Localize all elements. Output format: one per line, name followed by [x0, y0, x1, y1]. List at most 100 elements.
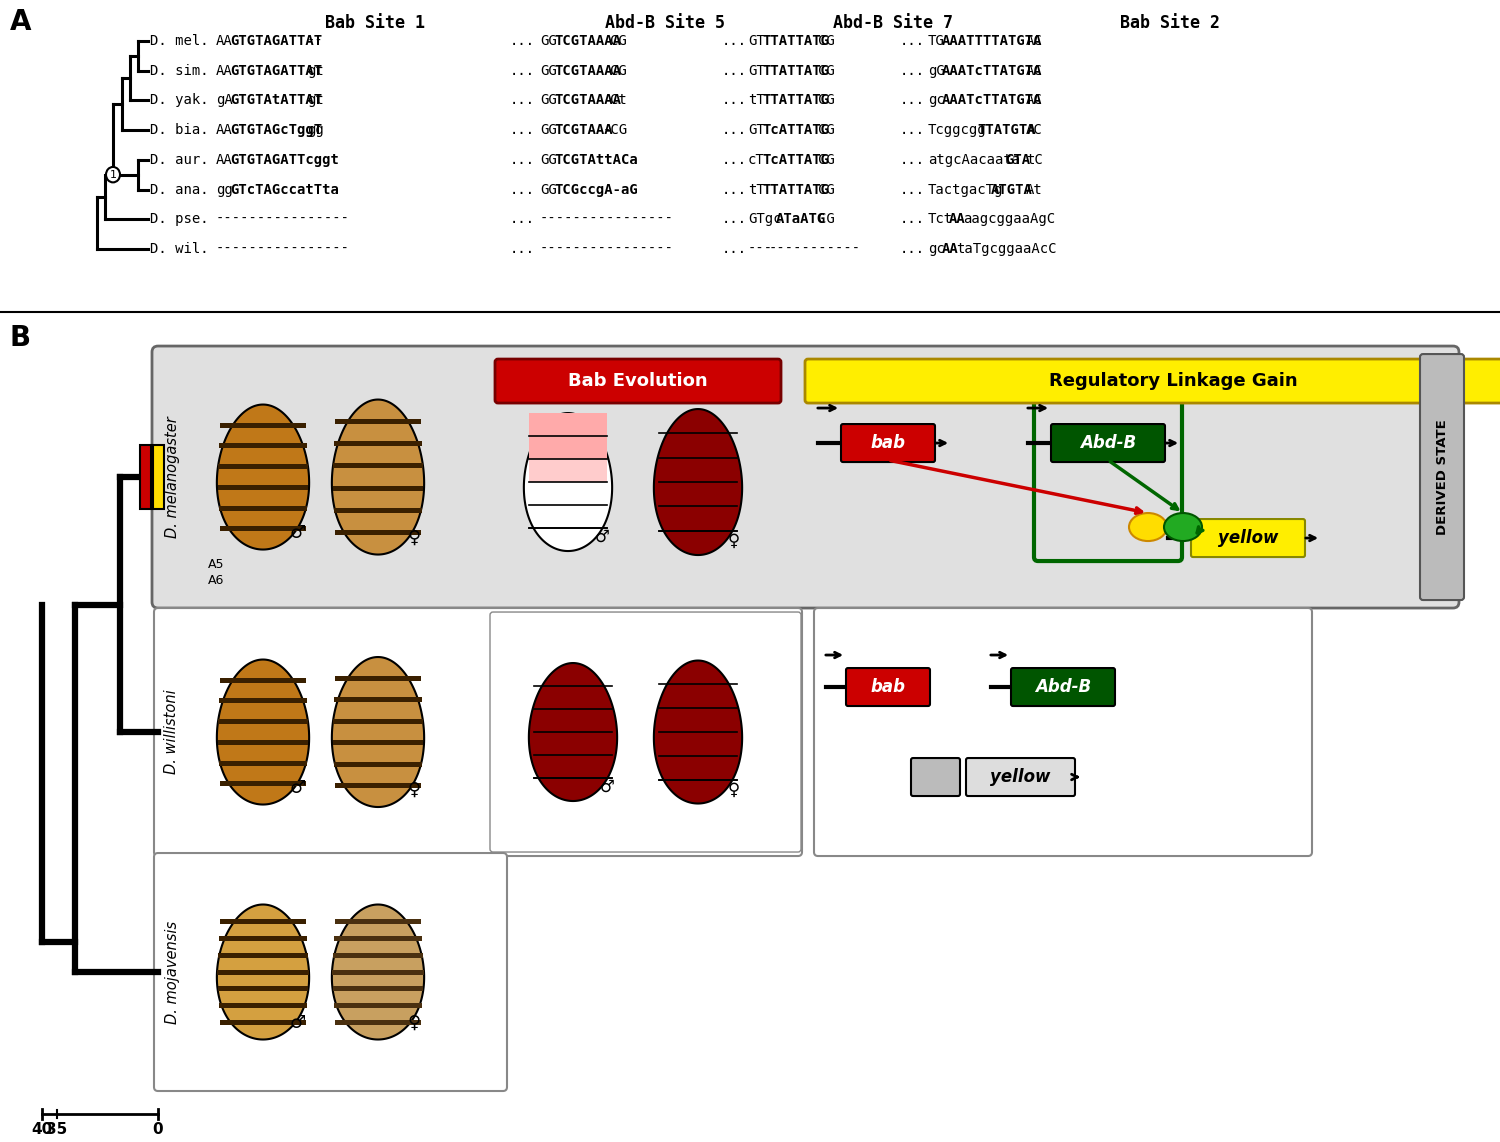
Bar: [217, 970, 309, 974]
Bar: [333, 952, 423, 958]
Text: GTGTAGATTAT: GTGTAGATTAT: [230, 34, 322, 48]
Text: A: A: [10, 8, 32, 35]
Text: 40: 40: [32, 1121, 53, 1137]
Text: D. yak.: D. yak.: [150, 94, 208, 107]
Text: ...: ...: [510, 123, 536, 137]
FancyBboxPatch shape: [842, 424, 934, 463]
Text: TTATTATG: TTATTATG: [762, 34, 830, 48]
Bar: [334, 1004, 422, 1008]
Text: AAATcTTATGTA: AAATcTTATGTA: [942, 94, 1042, 107]
FancyBboxPatch shape: [154, 608, 803, 856]
Text: ♂: ♂: [596, 528, 610, 546]
Text: ...: ...: [722, 242, 747, 256]
Text: gG: gG: [928, 64, 945, 78]
Text: atgcAacaata: atgcAacaata: [928, 153, 1020, 167]
Text: GT: GT: [748, 64, 765, 78]
Text: gt: gt: [308, 64, 324, 78]
Bar: [217, 719, 309, 724]
Bar: [333, 987, 423, 991]
Text: Abd-B Site 5: Abd-B Site 5: [604, 15, 724, 32]
Bar: [336, 1020, 420, 1026]
Text: CG: CG: [818, 94, 834, 107]
Bar: [219, 699, 308, 703]
Text: GT: GT: [748, 34, 765, 48]
Text: gA: gA: [216, 94, 232, 107]
Text: ♀: ♀: [408, 1013, 422, 1031]
Text: TCGTAAAA: TCGTAAAA: [554, 94, 621, 107]
Text: D. wil.: D. wil.: [150, 242, 208, 256]
Text: ...: ...: [900, 183, 926, 196]
Text: GTGTAtATTAT: GTGTAtATTAT: [230, 94, 322, 107]
Text: bab: bab: [870, 678, 906, 695]
Bar: [220, 919, 306, 924]
Text: ATaATG: ATaATG: [776, 212, 826, 226]
Text: CG: CG: [818, 123, 834, 137]
Bar: [219, 506, 308, 510]
Text: TcATTATG: TcATTATG: [762, 123, 830, 137]
FancyBboxPatch shape: [152, 346, 1460, 608]
Text: D. aur.: D. aur.: [150, 153, 208, 167]
Text: At: At: [1026, 183, 1042, 196]
Text: ...: ...: [510, 183, 536, 196]
Text: TCGTAAAA: TCGTAAAA: [554, 34, 621, 48]
Bar: [333, 718, 423, 724]
Text: AC: AC: [1026, 64, 1042, 78]
Text: CG: CG: [610, 34, 627, 48]
Text: TactgacTg: TactgacTg: [928, 183, 1004, 196]
Polygon shape: [217, 660, 309, 804]
Text: ♀: ♀: [728, 780, 740, 798]
Text: yellow: yellow: [990, 769, 1050, 786]
Text: D. pse.: D. pse.: [150, 212, 208, 226]
Text: ♂: ♂: [290, 523, 306, 541]
Text: A6: A6: [209, 573, 225, 587]
Polygon shape: [332, 657, 424, 807]
Text: AC: AC: [1026, 94, 1042, 107]
Text: gg: gg: [216, 183, 232, 196]
Text: Bab Site 1: Bab Site 1: [326, 15, 424, 32]
Text: TTATGTA: TTATGTA: [976, 123, 1035, 137]
Bar: [334, 508, 422, 513]
Text: AA: AA: [216, 123, 232, 137]
Text: ...: ...: [900, 94, 926, 107]
FancyBboxPatch shape: [1052, 424, 1166, 463]
Bar: [219, 935, 306, 941]
Text: CG: CG: [818, 64, 834, 78]
Text: Bab Site 2: Bab Site 2: [1120, 15, 1220, 32]
Text: Ct: Ct: [610, 94, 627, 107]
Bar: [220, 526, 306, 531]
Polygon shape: [332, 400, 424, 555]
Text: TCGTAAA: TCGTAAA: [554, 123, 612, 137]
Text: ♂: ♂: [290, 1013, 306, 1031]
Text: GG: GG: [540, 123, 556, 137]
Text: Abd-B Site 7: Abd-B Site 7: [833, 15, 952, 32]
Text: D. bia.: D. bia.: [150, 123, 208, 137]
Bar: [336, 419, 420, 424]
Text: ...: ...: [722, 183, 747, 196]
Text: A5: A5: [209, 557, 225, 571]
Text: ♀: ♀: [408, 529, 422, 547]
Text: TTATTATG: TTATTATG: [762, 64, 830, 78]
Bar: [333, 464, 423, 468]
Ellipse shape: [1130, 513, 1167, 541]
Text: ...: ...: [722, 212, 747, 226]
Polygon shape: [524, 413, 612, 552]
FancyBboxPatch shape: [966, 758, 1076, 796]
FancyBboxPatch shape: [910, 758, 960, 796]
Text: Abd-B: Abd-B: [1035, 678, 1090, 695]
Text: ♂: ♂: [290, 779, 306, 796]
FancyBboxPatch shape: [806, 359, 1500, 403]
Text: AAATcTTATGTA: AAATcTTATGTA: [942, 64, 1042, 78]
Bar: [333, 485, 423, 491]
Bar: [219, 1004, 306, 1008]
Text: Regulatory Linkage Gain: Regulatory Linkage Gain: [1048, 372, 1298, 391]
Text: GTGTAGATTcggt: GTGTAGATTcggt: [230, 153, 339, 167]
Bar: [217, 952, 308, 958]
Text: ...: ...: [510, 64, 536, 78]
Text: D. sim.: D. sim.: [150, 64, 208, 78]
Text: gg: gg: [308, 123, 324, 137]
Text: GTcTAGccatTta: GTcTAGccatTta: [230, 183, 339, 196]
Text: ...: ...: [900, 64, 926, 78]
Text: CG: CG: [818, 212, 834, 226]
FancyBboxPatch shape: [846, 668, 930, 706]
Text: CG: CG: [818, 183, 834, 196]
